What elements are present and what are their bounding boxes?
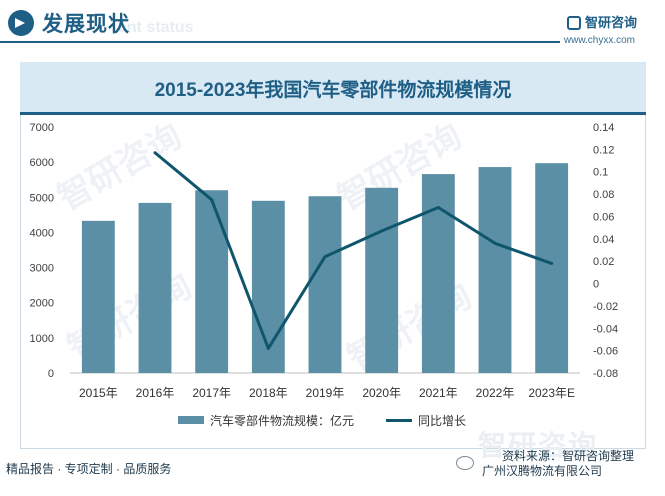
chart-title-bar: 2015-2023年我国汽车零部件物流规模情况 bbox=[20, 62, 646, 112]
page-header: ent status 发展现状 智研咨询 www.chyxx.com bbox=[0, 0, 665, 48]
growth-point bbox=[323, 255, 327, 259]
bar bbox=[365, 187, 399, 373]
play-icon bbox=[8, 10, 34, 36]
y2-tick-label: 0.1 bbox=[593, 167, 608, 179]
x-tick-label: 2017年 bbox=[192, 386, 231, 400]
footer-credit: 广州汉腾物流有限公司 bbox=[482, 464, 603, 478]
y2-tick-label: 0 bbox=[593, 279, 599, 291]
growth-point bbox=[266, 346, 270, 350]
y-tick-label: 0 bbox=[48, 368, 54, 380]
footer-source: 资料来源：智研咨询整理 bbox=[502, 449, 635, 463]
y2-tick-label: 0.02 bbox=[593, 256, 614, 268]
y2-tick-label: -0.06 bbox=[593, 346, 618, 358]
brand-name: 智研咨询 bbox=[584, 15, 637, 30]
section-title: 发展现状 bbox=[42, 13, 130, 36]
growth-point bbox=[380, 229, 384, 233]
chart-title: 2015-2023年我国汽车零部件物流规模情况 bbox=[154, 80, 512, 101]
legend-bar-swatch bbox=[178, 416, 204, 424]
legend-item-line: 同比增长 bbox=[386, 412, 466, 429]
brand-mark-icon bbox=[566, 16, 581, 30]
y-tick-label: 1000 bbox=[30, 333, 54, 345]
y2-tick-label: -0.04 bbox=[593, 323, 618, 335]
bar bbox=[421, 174, 455, 373]
wechat-icon bbox=[456, 456, 474, 470]
y2-tick-label: 0.06 bbox=[593, 211, 614, 223]
bar bbox=[195, 190, 229, 373]
x-tick-label: 2020年 bbox=[362, 386, 401, 400]
y-tick-label: 5000 bbox=[30, 192, 54, 204]
growth-point bbox=[436, 206, 440, 210]
bar bbox=[308, 196, 342, 373]
legend-line-swatch bbox=[386, 419, 412, 422]
x-tick-label: 2022年 bbox=[476, 386, 515, 400]
growth-point bbox=[153, 151, 157, 155]
legend-line-label: 同比增长 bbox=[418, 414, 467, 428]
x-tick-label: 2019年 bbox=[306, 386, 345, 400]
growth-point bbox=[493, 241, 497, 245]
brand-logo: 智研咨询 bbox=[566, 12, 637, 31]
bar bbox=[478, 167, 512, 373]
y-tick-label: 6000 bbox=[30, 157, 54, 169]
y2-tick-label: 0.04 bbox=[593, 234, 614, 246]
x-tick-label: 2018年 bbox=[249, 386, 288, 400]
y2-tick-label: -0.02 bbox=[593, 301, 618, 313]
growth-line bbox=[154, 151, 553, 350]
footer-tagline: 精品报告 · 专项定制 · 品质服务 bbox=[6, 462, 172, 476]
header-faded-subtitle: ent status bbox=[118, 19, 194, 36]
title-stripe bbox=[20, 112, 646, 115]
x-tick-label: 2021年 bbox=[419, 386, 458, 400]
y-tick-label: 7000 bbox=[30, 122, 54, 134]
y2-tick-label: 0.08 bbox=[593, 189, 614, 201]
x-tick-label: 2023年E bbox=[528, 386, 575, 400]
growth-point bbox=[210, 198, 214, 202]
x-tick-label: 2016年 bbox=[136, 386, 175, 400]
y-tick-label: 3000 bbox=[30, 263, 54, 275]
brand-url: www.chyxx.com bbox=[563, 35, 635, 46]
y2-tick-label: 0.12 bbox=[593, 144, 614, 156]
legend-bar-label: 汽车零部件物流规模：亿元 bbox=[210, 414, 355, 428]
y2-tick-label: -0.08 bbox=[593, 368, 618, 380]
growth-point bbox=[550, 261, 554, 265]
bar bbox=[138, 202, 172, 373]
y-tick-label: 4000 bbox=[30, 227, 54, 239]
footer-watermark-logo: 智研咨询 bbox=[478, 430, 599, 461]
legend-item-bar: 汽车零部件物流规模：亿元 bbox=[178, 412, 354, 429]
y2-tick-label: 0.14 bbox=[593, 122, 614, 134]
header-divider bbox=[0, 41, 560, 43]
x-tick-label: 2015年 bbox=[79, 386, 118, 400]
y-tick-label: 2000 bbox=[30, 298, 54, 310]
bar bbox=[535, 163, 569, 373]
bar bbox=[81, 220, 115, 373]
